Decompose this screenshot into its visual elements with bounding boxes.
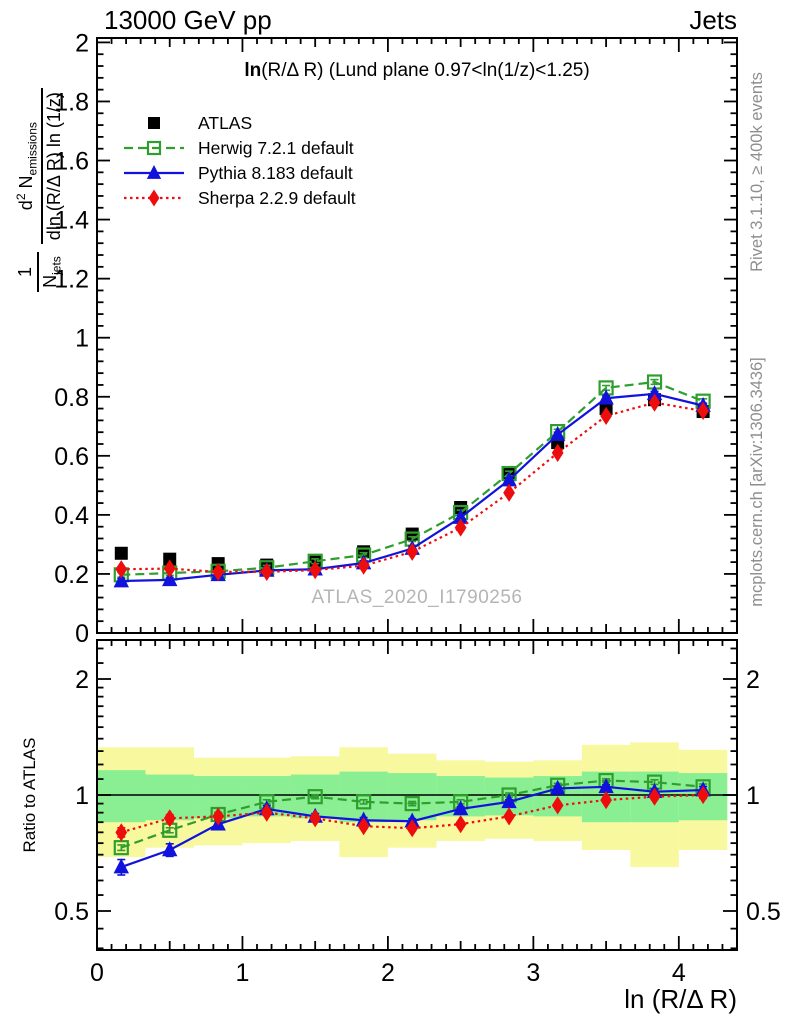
plot-title: ln(R/Δ R) (Lund plane 0.97<ln(1/z)<1.25) [97, 60, 737, 82]
svg-text:2: 2 [75, 666, 89, 694]
rivet-version-note: Rivet 3.1.10, ≥ 400k events [748, 72, 766, 272]
svg-text:1.6: 1.6 [54, 148, 89, 176]
x-axis-label: ln (R/Δ R) [624, 984, 737, 1014]
tick-labels: 0 0.2 0.4 0.6 0.8 1 1.2 1.4 1.6 1.8 2 0 1 2 3 4 0.5 0.5 1 1… [54, 29, 781, 987]
main-y-axis-label: 1 Njets d2 Nemissions dln (R/Δ R) ln (1/… [8, 40, 72, 340]
svg-text:2: 2 [381, 959, 395, 987]
legend-marker-herwig [124, 140, 184, 156]
svg-text:1: 1 [75, 782, 89, 810]
svg-text:0.4: 0.4 [54, 502, 89, 530]
ylabel-frac-emissions: d2 Nemissions dln (R/Δ R) ln (1/z) [14, 88, 66, 245]
series-ratio-3 [115, 785, 709, 842]
ratio-y-axis-label: Ratio to ATLAS [20, 737, 39, 853]
svg-text:0.6: 0.6 [54, 443, 89, 471]
svg-text:0.5: 0.5 [54, 898, 89, 926]
ylabel-frac-njets: 1 Njets [15, 252, 65, 292]
legend-label: Pythia 8.183 default [198, 162, 353, 183]
svg-text:0: 0 [75, 620, 89, 648]
svg-text:0.8: 0.8 [54, 384, 89, 412]
header-beam-energy: 13000 GeV pp [104, 5, 272, 35]
mcplots-reference-note: mcplots.cern.ch [arXiv:1306.3436] [748, 357, 766, 607]
svg-text:1: 1 [75, 325, 89, 353]
svg-text:1: 1 [746, 782, 760, 810]
watermark: ATLAS_2020_I1790256 [311, 587, 523, 608]
series-main-3 [115, 393, 709, 581]
header-analysis-group: Jets [689, 5, 737, 35]
svg-text:1.2: 1.2 [54, 266, 89, 294]
svg-text:4: 4 [672, 959, 686, 987]
svg-text:0.2: 0.2 [54, 561, 89, 589]
legend-marker-sherpa [124, 189, 184, 207]
legend-label: ATLAS [198, 112, 253, 133]
axis-ticks [96, 38, 738, 950]
svg-text:1.4: 1.4 [54, 207, 89, 235]
svg-text:3: 3 [526, 959, 540, 987]
legend-marker-atlas [148, 117, 160, 129]
svg-text:0: 0 [90, 959, 104, 987]
legend-item-pythia: Pythia 8.183 default [122, 162, 356, 184]
legend-label: Sherpa 2.2.9 default [198, 187, 356, 208]
svg-text:1.8: 1.8 [54, 88, 89, 116]
legend-item-herwig: Herwig 7.2.1 default [122, 137, 356, 159]
svg-text:2: 2 [75, 29, 89, 57]
legend-label: Herwig 7.2.1 default [198, 137, 354, 158]
plot-title-rest: (R/Δ R) (Lund plane 0.97<ln(1/z)<1.25) [261, 60, 590, 81]
plot-title-lead: ln [244, 60, 262, 81]
legend: ATLAS Herwig 7.2.1 default Pythia 8.183 … [122, 112, 356, 212]
svg-text:0.5: 0.5 [746, 898, 781, 926]
legend-item-atlas: ATLAS [122, 112, 356, 134]
svg-text:2: 2 [746, 666, 760, 694]
legend-item-sherpa: Sherpa 2.2.9 default [122, 187, 356, 209]
legend-marker-pythia [124, 164, 184, 179]
svg-text:1: 1 [236, 959, 250, 987]
